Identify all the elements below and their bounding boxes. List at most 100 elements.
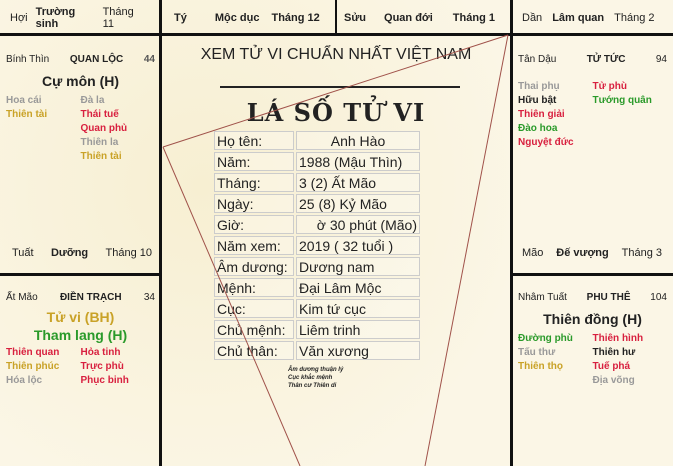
month: Tháng 3 xyxy=(621,247,662,259)
stage: Đế vượng xyxy=(556,247,609,259)
star: Thiên phúc xyxy=(6,361,60,372)
branch: Hợi xyxy=(10,11,28,24)
palace-name: PHU THÊ xyxy=(586,292,631,303)
month: Tháng 1 xyxy=(452,11,495,24)
star: Thiên tài xyxy=(6,109,48,120)
info-label: Giờ: xyxy=(214,215,294,234)
palace-number: 34 xyxy=(143,292,155,303)
info-value: Dương nam xyxy=(296,257,420,276)
palace-tu-tuc[interactable]: Tân Dậu TỬ TỨC 94 Thai phụ Tử phù Hữu bật Tướ… xyxy=(512,36,673,148)
note: Thân cư Thiên di xyxy=(288,383,337,389)
top-bar-ty: Tý Mộc dục Tháng 12 xyxy=(174,0,334,35)
info-value: Đại Lâm Mộc xyxy=(296,278,420,297)
info-row: Năm: 1988 (Mậu Thìn) xyxy=(214,152,420,171)
divider xyxy=(0,33,673,36)
star: Đào hoa xyxy=(518,123,558,134)
info-row: Năm xem: 2019 ( 32 tuổi ) xyxy=(214,236,420,255)
can-chi: Tân Dậu xyxy=(518,54,557,65)
star: Hỏa tinh xyxy=(80,347,121,358)
info-row: Chủ mệnh: Liêm trinh xyxy=(214,320,420,339)
star: Trực phù xyxy=(80,361,124,372)
info-value: Liêm trinh xyxy=(296,320,420,339)
star: Tuế phá xyxy=(592,361,631,372)
divider xyxy=(0,273,161,276)
palace-quan-loc[interactable]: Bính Thìn QUAN LỘC 44 Cự môn (H) Hoa cái Đà… xyxy=(0,36,161,162)
chart-title: LÁ SỐ TỬ VI xyxy=(246,98,426,127)
palace-name: ĐIỀN TRẠCH xyxy=(59,292,122,303)
star-list: Thiên quan Hỏa tinh Thiên phúc Trực phù Hóa … xyxy=(6,347,155,386)
info-value: Kim tứ cục xyxy=(296,299,420,318)
palace-name: TỬ TỨC xyxy=(586,54,626,65)
info-label: Họ tên: xyxy=(214,131,294,150)
branch: Tý xyxy=(174,11,187,24)
star-list: Hoa cái Đà la Thiên tài Thái tuế Quan phủ T… xyxy=(6,95,155,162)
star: Thái tuế xyxy=(80,109,119,120)
info-value: Anh Hào xyxy=(296,131,420,150)
star: Địa võng xyxy=(592,375,635,386)
info-label: Ngày: xyxy=(214,194,294,213)
palace-phu-the[interactable]: Nhâm Tuất PHU THÊ 104 Thiên đồng (H) Đường… xyxy=(512,274,673,386)
info-label: Chủ mệnh: xyxy=(214,320,294,339)
info-row: Giờ: ờ 30 phút (Mão) xyxy=(214,215,420,234)
star: Thiên la xyxy=(80,137,119,148)
stage: Lâm quan xyxy=(552,11,605,24)
can-chi: Ất Mão xyxy=(6,292,38,303)
note: Cục khắc mệnh xyxy=(288,375,333,381)
star: Nguyệt đức xyxy=(518,137,574,148)
month: Tháng 2 xyxy=(614,11,655,24)
month: Tháng 11 xyxy=(102,5,134,30)
stage: Quan đới xyxy=(384,11,433,24)
palace-number: 94 xyxy=(655,54,667,65)
main-star: Thiên đồng (H) xyxy=(543,311,642,327)
can-chi: Nhâm Tuất xyxy=(518,292,567,303)
info-label: Năm xem: xyxy=(214,236,294,255)
top-bar-suu: Sửu Quan đới Tháng 1 xyxy=(344,0,509,35)
stage: Trường sinh xyxy=(35,5,76,30)
star: Quan phủ xyxy=(80,123,128,134)
stage: Dưỡng xyxy=(50,247,89,259)
can-chi: Bính Thìn xyxy=(6,54,50,65)
branch: Dần xyxy=(522,11,543,24)
info-label: Năm: xyxy=(214,152,294,171)
star: Đà la xyxy=(80,95,105,106)
info-row: Ngày: 25 (8) Kỷ Mão xyxy=(214,194,420,213)
info-row: Chủ thân: Văn xương xyxy=(214,341,420,360)
branch: Sửu xyxy=(344,11,367,24)
star: Thiên hư xyxy=(592,347,636,358)
footer-mao: Mão Đế vượng Tháng 3 xyxy=(522,247,662,259)
note: Âm dương thuận lý xyxy=(288,367,344,373)
stage: Mộc dục xyxy=(214,11,260,24)
star: Phục binh xyxy=(80,375,129,386)
notes: Âm dương thuận lý Cục khắc mệnh Thân cư … xyxy=(288,366,508,390)
info-value: 25 (8) Kỷ Mão xyxy=(296,194,420,213)
divider xyxy=(511,273,673,276)
divider xyxy=(159,0,162,466)
month: Tháng 10 xyxy=(105,247,152,259)
aspect-line xyxy=(424,34,509,466)
site-title: XEM TỬ VI CHUẨN NHẤT VIỆT NAM xyxy=(200,46,472,63)
month: Tháng 12 xyxy=(271,11,320,24)
main-star: Cự môn (H) xyxy=(41,73,119,89)
divider xyxy=(335,0,337,34)
divider xyxy=(510,0,513,466)
info-row: Tháng: 3 (2) Ất Mão xyxy=(214,173,420,192)
main-star: Tham lang (H) xyxy=(33,327,128,343)
top-bar-hoi: Hợi Trường sinh Tháng 11 xyxy=(10,0,160,35)
main-star: Tử vi (BH) xyxy=(46,309,115,325)
chart-center: XEM TỬ VI CHUẨN NHẤT VIỆT NAM LÁ SỐ TỬ V… xyxy=(164,38,508,390)
title-rule xyxy=(220,86,460,88)
info-row: Mệnh: Đại Lâm Mộc xyxy=(214,278,420,297)
footer-tuat: Tuất Dưỡng Tháng 10 xyxy=(12,247,152,259)
aspect-line xyxy=(162,34,509,148)
info-label: Chủ thân: xyxy=(214,341,294,360)
palace-number: 104 xyxy=(650,292,667,303)
star: Hữu bật xyxy=(518,95,557,106)
palace-number: 44 xyxy=(143,54,155,65)
info-label: Tháng: xyxy=(214,173,294,192)
info-value: 3 (2) Ất Mão xyxy=(296,173,420,192)
palace-dien-trach[interactable]: Ất Mão ĐIỀN TRẠCH 34 Tử vi (BH) Tham lang … xyxy=(0,274,161,386)
star: Tấu thư xyxy=(518,347,556,358)
star: Thiên quan xyxy=(6,347,60,358)
star: Hóa lộc xyxy=(6,375,43,386)
branch: Tuất xyxy=(12,247,34,259)
